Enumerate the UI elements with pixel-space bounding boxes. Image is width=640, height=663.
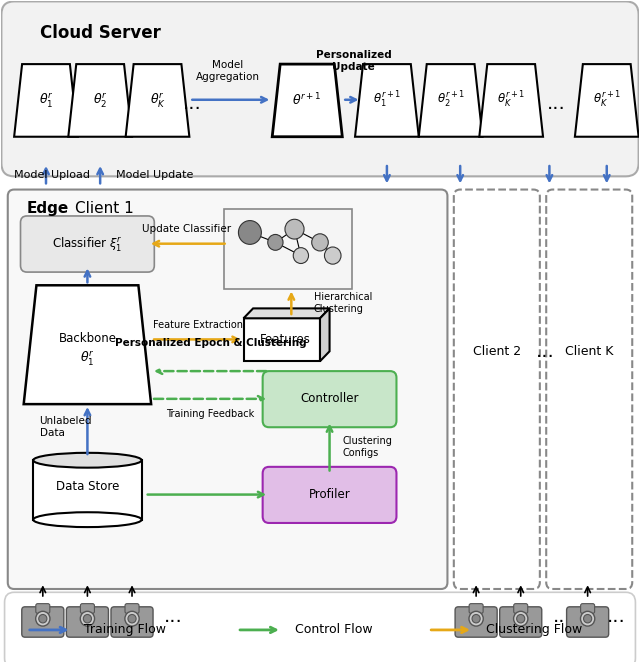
- Circle shape: [580, 611, 595, 626]
- Text: Client K: Client K: [565, 345, 614, 358]
- Text: Model Upload: Model Upload: [14, 170, 90, 180]
- Text: Controller: Controller: [300, 392, 359, 405]
- Polygon shape: [479, 64, 543, 137]
- Bar: [33, 460, 141, 520]
- Text: Features: Features: [259, 333, 310, 346]
- Text: Feature Extraction: Feature Extraction: [153, 320, 243, 330]
- FancyBboxPatch shape: [8, 190, 447, 589]
- Text: $\theta_2^r$: $\theta_2^r$: [93, 91, 108, 109]
- Polygon shape: [355, 64, 419, 137]
- FancyBboxPatch shape: [262, 371, 396, 427]
- FancyBboxPatch shape: [67, 607, 108, 637]
- Text: Control Flow: Control Flow: [294, 623, 372, 636]
- FancyBboxPatch shape: [500, 607, 541, 637]
- FancyBboxPatch shape: [81, 603, 95, 613]
- Polygon shape: [125, 64, 189, 137]
- Text: ...: ...: [183, 94, 202, 113]
- Text: Model Update: Model Update: [116, 170, 193, 180]
- Text: Clustering Flow: Clustering Flow: [486, 623, 582, 636]
- Circle shape: [324, 247, 341, 264]
- Circle shape: [239, 221, 261, 245]
- Text: Training Flow: Training Flow: [84, 623, 166, 636]
- Text: Personalized
Update: Personalized Update: [316, 50, 392, 72]
- Text: $\theta_K^{r+1}$: $\theta_K^{r+1}$: [497, 90, 525, 110]
- Circle shape: [469, 611, 483, 626]
- FancyBboxPatch shape: [455, 607, 497, 637]
- FancyBboxPatch shape: [225, 210, 352, 288]
- Text: ...: ...: [164, 607, 183, 627]
- Ellipse shape: [33, 453, 141, 467]
- Bar: [244, 318, 320, 361]
- Circle shape: [125, 611, 139, 626]
- Text: Backbone: Backbone: [58, 332, 116, 345]
- Polygon shape: [272, 64, 342, 137]
- Polygon shape: [24, 285, 151, 404]
- Text: Personalized Epoch & Clustering: Personalized Epoch & Clustering: [115, 338, 306, 348]
- Circle shape: [128, 615, 136, 623]
- Text: $\theta_1^r$: $\theta_1^r$: [80, 349, 95, 367]
- Text: $\theta^{r+1}$: $\theta^{r+1}$: [292, 91, 322, 108]
- Circle shape: [472, 615, 480, 623]
- FancyBboxPatch shape: [546, 190, 632, 589]
- Circle shape: [80, 611, 95, 626]
- FancyBboxPatch shape: [514, 603, 528, 613]
- Text: $\theta_1^r$: $\theta_1^r$: [38, 91, 53, 109]
- Text: $\theta_1^{r+1}$: $\theta_1^{r+1}$: [373, 90, 401, 110]
- Polygon shape: [419, 64, 483, 137]
- Circle shape: [83, 615, 92, 623]
- Text: Hierarchical
Clustering: Hierarchical Clustering: [314, 292, 372, 314]
- Text: $\theta_K^r$: $\theta_K^r$: [150, 91, 166, 109]
- Polygon shape: [244, 308, 330, 318]
- FancyBboxPatch shape: [36, 603, 50, 613]
- Polygon shape: [14, 64, 78, 137]
- Text: Model
Aggregation: Model Aggregation: [196, 60, 260, 82]
- Text: Update Classifier: Update Classifier: [141, 224, 231, 234]
- Text: ...: ...: [607, 607, 626, 627]
- FancyBboxPatch shape: [20, 216, 154, 272]
- Text: Edge: Edge: [27, 202, 69, 216]
- Text: $\theta_K^{r+1}$: $\theta_K^{r+1}$: [593, 90, 621, 110]
- Ellipse shape: [33, 512, 141, 527]
- FancyBboxPatch shape: [454, 190, 540, 589]
- Text: ...: ...: [547, 94, 565, 113]
- Circle shape: [516, 615, 525, 623]
- Circle shape: [36, 611, 50, 626]
- Circle shape: [285, 219, 304, 239]
- Text: Cloud Server: Cloud Server: [40, 25, 161, 42]
- FancyBboxPatch shape: [1, 1, 639, 176]
- FancyBboxPatch shape: [262, 467, 396, 523]
- Polygon shape: [575, 64, 639, 137]
- Circle shape: [39, 615, 47, 623]
- FancyBboxPatch shape: [22, 607, 64, 637]
- Text: Profiler: Profiler: [308, 488, 351, 501]
- FancyBboxPatch shape: [125, 603, 139, 613]
- Circle shape: [293, 248, 308, 263]
- Text: $\theta_2^{r+1}$: $\theta_2^{r+1}$: [436, 90, 465, 110]
- FancyBboxPatch shape: [566, 607, 609, 637]
- Polygon shape: [68, 64, 132, 137]
- FancyBboxPatch shape: [4, 592, 636, 663]
- Text: Data Store: Data Store: [56, 480, 119, 493]
- Polygon shape: [320, 308, 330, 361]
- Text: Client 1: Client 1: [75, 202, 133, 216]
- Circle shape: [312, 234, 328, 251]
- Text: Client 2: Client 2: [473, 345, 521, 358]
- Text: Training Feedback: Training Feedback: [166, 409, 255, 419]
- Text: Unlabeled
Data: Unlabeled Data: [40, 416, 92, 438]
- FancyBboxPatch shape: [111, 607, 153, 637]
- Circle shape: [268, 235, 283, 251]
- Text: Classifier $\xi_1^r$: Classifier $\xi_1^r$: [52, 235, 123, 253]
- FancyBboxPatch shape: [580, 603, 595, 613]
- Text: ...: ...: [536, 342, 554, 361]
- Circle shape: [513, 611, 528, 626]
- Text: Clustering
Configs: Clustering Configs: [342, 436, 392, 458]
- Circle shape: [584, 615, 592, 623]
- Text: ...: ...: [553, 607, 572, 627]
- FancyBboxPatch shape: [469, 603, 483, 613]
